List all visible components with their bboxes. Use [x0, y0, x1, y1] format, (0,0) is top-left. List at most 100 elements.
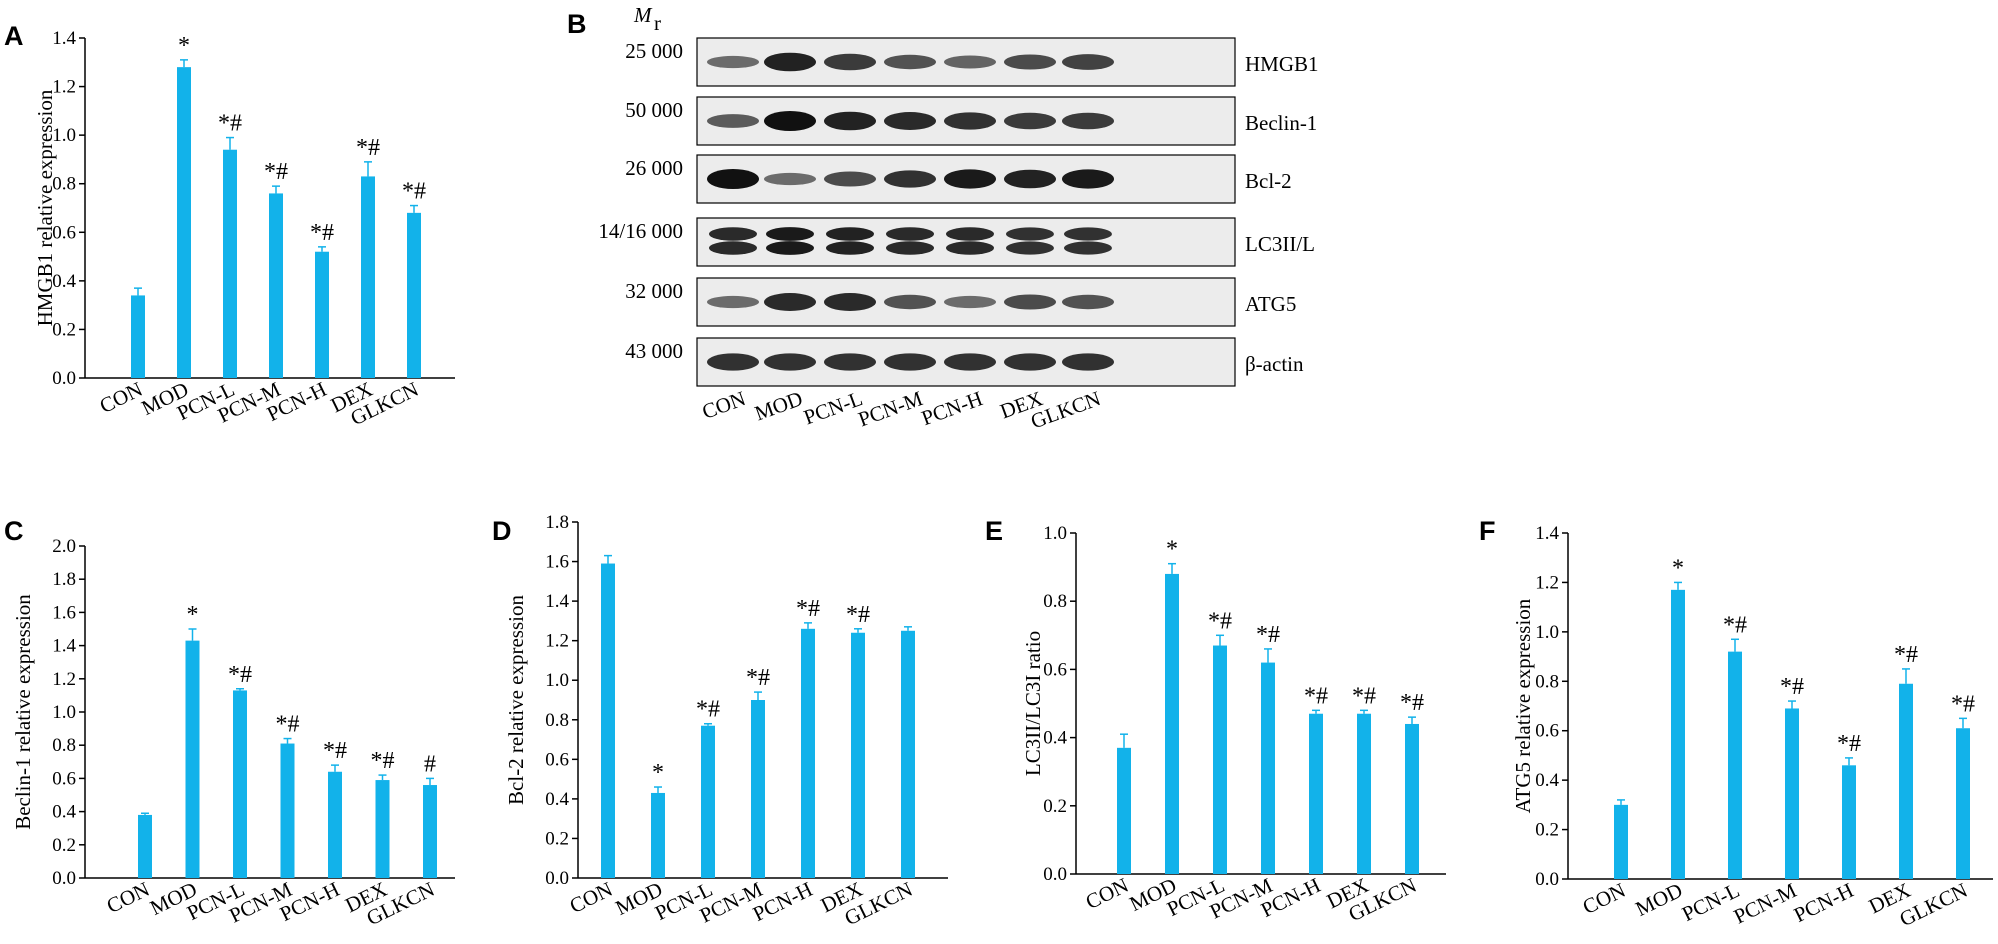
- y-tick-label: 0.4: [545, 789, 569, 810]
- bar: [1671, 589, 1685, 879]
- blot-row-5: 43 000 β-actin: [625, 337, 1304, 387]
- bar: [651, 792, 665, 878]
- bar: [1165, 573, 1179, 874]
- y-tick-label: 1.0: [52, 125, 76, 146]
- y-tick-label: 2.0: [52, 536, 76, 557]
- significance-label: *#: [1951, 691, 1975, 717]
- protein-label: ATG5: [1245, 292, 1296, 316]
- blot-band: [1062, 353, 1114, 371]
- blot-band: [884, 112, 936, 130]
- x-tick-label: CON: [1082, 873, 1132, 914]
- significance-label: *#: [1723, 612, 1747, 638]
- y-tick-label: 0.2: [52, 835, 76, 856]
- x-tick-label: PCN-M: [1730, 878, 1801, 929]
- significance-label: *: [1166, 537, 1178, 563]
- blot-band: [1062, 294, 1114, 310]
- y-tick-label: 1.4: [52, 636, 76, 657]
- y-tick-label: 0.8: [545, 710, 569, 731]
- y-tick-label: 0.4: [52, 271, 76, 292]
- y-tick-label: 0.8: [1535, 671, 1559, 692]
- blot-band: [764, 293, 816, 311]
- panel-letter-f: F: [1479, 516, 1496, 546]
- blot-band: [1004, 294, 1056, 310]
- panel-letter-e: E: [985, 516, 1003, 546]
- y-axis-label: Bcl-2 relative expression: [504, 595, 528, 805]
- significance-label: *#: [1304, 683, 1328, 709]
- significance-label: *#: [796, 596, 820, 622]
- y-tick-label: 1.8: [52, 569, 76, 590]
- y-tick-label: 0.6: [1043, 659, 1067, 680]
- significance-label: *#: [218, 111, 242, 137]
- significance-label: *#: [228, 662, 252, 688]
- y-tick-label: 1.2: [52, 669, 76, 690]
- mr-header: M: [633, 3, 653, 27]
- y-axis-label: Beclin-1 relative expression: [11, 594, 35, 830]
- panel-letter-b: B: [567, 9, 587, 39]
- x-tick-label: PCN-H: [1790, 878, 1857, 927]
- significance-label: *#: [356, 135, 380, 161]
- y-tick-label: 0.0: [1043, 864, 1067, 885]
- significance-label: *#: [1894, 642, 1918, 668]
- bar: [1956, 728, 1970, 879]
- blot-band: [824, 293, 876, 311]
- molecular-weight-label: 32 000: [625, 279, 683, 303]
- blot-lane-label: CON: [699, 386, 749, 424]
- blot-band: [884, 170, 936, 188]
- x-tick-label: PCN-L: [1678, 878, 1743, 926]
- significance-label: *#: [323, 738, 347, 764]
- y-tick-label: 1.0: [545, 670, 569, 691]
- bar: [138, 814, 152, 878]
- blot-band: [824, 353, 876, 371]
- y-tick-label: 1.0: [1043, 523, 1067, 544]
- blot-band: [944, 295, 996, 309]
- blot-row-2: 26 000 Bcl-2: [625, 154, 1292, 204]
- bar: [1213, 645, 1227, 874]
- blot-band: [1004, 54, 1056, 70]
- y-tick-label: 1.0: [1535, 622, 1559, 643]
- y-tick-label: 0.4: [1535, 770, 1559, 791]
- x-tick-label: CON: [566, 877, 616, 918]
- bar: [280, 743, 295, 878]
- chart-panel-d: D 0.0 0.2 0.4 0.6 0.8 1.0 1.2 1.4 1.6 1.8 Bcl-2 rel…: [492, 512, 948, 930]
- bar: [361, 176, 375, 378]
- y-tick-label: 1.6: [52, 602, 76, 623]
- blot-band: [707, 353, 759, 371]
- blot-lane-label: MOD: [751, 386, 805, 425]
- blot-lane-label: PCN-M: [855, 386, 926, 431]
- bar: [315, 251, 329, 378]
- blot-band: [707, 55, 759, 69]
- blot-band: [824, 53, 876, 71]
- y-tick-label: 1.4: [52, 28, 76, 49]
- blot-band: [946, 227, 994, 241]
- y-tick-label: 1.8: [545, 512, 569, 533]
- blot-band: [766, 227, 814, 241]
- protein-label: β-actin: [1245, 352, 1304, 376]
- molecular-weight-label: 43 000: [625, 339, 683, 363]
- y-axis-label: LC3II/LC3I ratio: [1021, 631, 1045, 776]
- blot-band: [1062, 169, 1114, 189]
- protein-label: Bcl-2: [1245, 169, 1292, 193]
- y-tick-label: 0.2: [1043, 796, 1067, 817]
- x-tick-label: CON: [1579, 878, 1629, 919]
- blot-band: [824, 111, 876, 131]
- bar: [901, 630, 915, 878]
- blot-band: [709, 227, 757, 241]
- bar: [1842, 765, 1856, 879]
- bar: [375, 780, 390, 878]
- blot-row-3: 14/16 000 LC3II/L: [598, 217, 1315, 267]
- y-tick-label: 0.4: [52, 802, 76, 823]
- blot-band: [764, 353, 816, 371]
- molecular-weight-label: 26 000: [625, 156, 683, 180]
- bar: [223, 149, 237, 378]
- protein-label: HMGB1: [1245, 52, 1319, 76]
- chart-panel-f: F 0.0 0.2 0.4 0.6 0.8 1.0 1.2 1.4 ATG5 relative e…: [1479, 516, 1993, 931]
- molecular-weight-label: 50 000: [625, 98, 683, 122]
- blot-band: [886, 241, 934, 255]
- bar: [1785, 708, 1799, 879]
- blot-band: [1004, 353, 1056, 371]
- significance-label: *#: [371, 748, 395, 774]
- bar: [328, 771, 342, 878]
- y-tick-label: 0.8: [1043, 591, 1067, 612]
